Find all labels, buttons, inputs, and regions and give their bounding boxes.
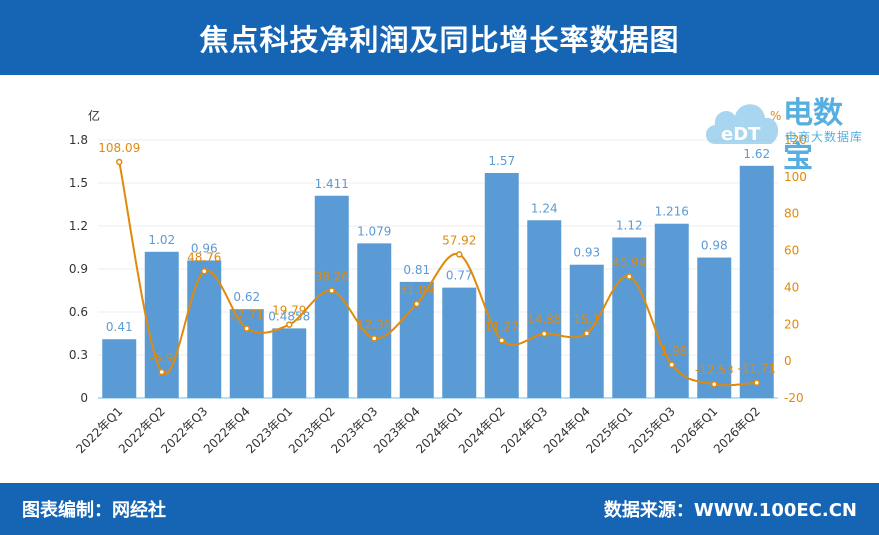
logo: eDT 电数宝 电商大数据库 — [701, 88, 871, 175]
bar — [739, 165, 774, 398]
y-right-tick-label: 0 — [784, 354, 792, 368]
line-value-label: 17.71 — [230, 308, 264, 322]
chart-area: 0 0.3 0.6 0.9 1.2 1.5 1.8 亿 -20 0 20 40 60 80 100 120% 0… — [0, 75, 879, 483]
bar-value-label: 0.77 — [446, 269, 473, 283]
y-left-tick-label: 0.3 — [69, 348, 88, 362]
bar — [357, 243, 392, 398]
y-left-tick-label: 1.2 — [69, 219, 88, 233]
line-point — [201, 268, 208, 275]
line-value-label: -5.9 — [150, 351, 173, 365]
line-point — [456, 251, 463, 258]
line-value-label: 48.76 — [187, 250, 221, 264]
bar — [272, 328, 307, 398]
bar — [102, 339, 137, 398]
y-right-tick-label: 100 — [784, 170, 807, 184]
bar-value-label: 0.98 — [701, 239, 728, 253]
line-point — [158, 368, 165, 376]
y-left-tick-label: 1.5 — [69, 176, 88, 190]
bar — [314, 195, 349, 398]
line-point — [371, 335, 378, 342]
bar — [187, 260, 222, 398]
line-point — [116, 158, 123, 166]
bar-value-label: 1.57 — [488, 154, 515, 168]
chart-title: 焦点科技净利润及同比增长率数据图 — [199, 22, 680, 57]
bar-value-label: 0.62 — [233, 290, 260, 304]
y-right-tick-label: 20 — [784, 317, 799, 331]
bar-value-label: 0.96 — [191, 241, 218, 255]
bar — [612, 237, 647, 398]
line-value-label: 15.1 — [573, 312, 600, 326]
line-point — [626, 273, 633, 280]
footer-bar: 图表编制：网经社 数据来源：WWW.100EC.CN — [0, 483, 879, 535]
line-point — [286, 321, 293, 328]
bar — [144, 251, 179, 398]
line-point — [668, 361, 675, 369]
bar-value-label: 1.12 — [616, 218, 643, 232]
y-right-tick-label: 60 — [784, 244, 799, 258]
bar-value-label: 0.93 — [573, 246, 600, 260]
growth-rate-line — [118, 161, 757, 387]
bar-value-label: 0.4858 — [268, 309, 310, 323]
y-left-tick-label: 0.6 — [69, 305, 88, 319]
line-point — [711, 380, 718, 388]
bar — [484, 172, 519, 398]
y-right-unit: % — [770, 109, 781, 123]
line-point — [583, 330, 590, 337]
line-value-label: 45.94 — [612, 255, 646, 269]
logo-sub-text: 电商大数据库 — [785, 130, 864, 144]
line-value-label: -11.71 — [737, 362, 776, 376]
footer-source: 数据来源：WWW.100EC.CN — [603, 500, 857, 521]
bar-value-label: 1.079 — [357, 224, 391, 238]
line-value-label: 12.36 — [357, 317, 391, 331]
logo-badge: eDT — [721, 124, 761, 145]
line-point — [753, 379, 760, 386]
bar-value-label: 1.02 — [148, 233, 175, 247]
y-left-unit: 亿 — [88, 108, 100, 123]
y-left-tick-label: 1.8 — [69, 133, 88, 147]
bar-value-label: 0.41 — [106, 320, 133, 334]
bar — [442, 287, 477, 398]
line-point — [498, 337, 505, 344]
bar — [697, 257, 732, 398]
y-right-tick-label: 40 — [784, 280, 799, 294]
line-point — [541, 330, 548, 337]
bar-value-label: 1.24 — [531, 201, 558, 215]
combo-chart: 0 0.3 0.6 0.9 1.2 1.5 1.8亿 -20 0 20 40 60 80 100 120% 0… — [69, 108, 807, 456]
bar — [654, 223, 689, 398]
line-value-label: 31.09 — [400, 283, 434, 297]
line-value-label: 108.09 — [98, 141, 140, 155]
y-left-tick-label: 0.9 — [69, 262, 88, 276]
bar — [229, 309, 264, 398]
x-tick-label: 2026年Q2 — [711, 404, 763, 456]
y-left-tick-label: 0 — [80, 391, 88, 405]
bar-value-label: 1.62 — [743, 147, 770, 161]
line-value-label: 11.27 — [485, 319, 519, 333]
bar — [527, 220, 562, 398]
header-bar: 焦点科技净利润及同比增长率数据图 — [0, 0, 879, 75]
line-point — [328, 287, 335, 294]
line-value-label: -1.98 — [656, 344, 687, 358]
line-point — [413, 300, 420, 308]
bar-value-label: 0.81 — [403, 263, 430, 277]
y-right-tick-label: -20 — [784, 391, 804, 405]
line-value-label: 57.92 — [442, 233, 476, 247]
line-value-label: 19.79 — [272, 304, 306, 318]
bar — [399, 281, 434, 398]
line-value-label: 14.88 — [527, 313, 561, 327]
line-value-label: -12.53 — [695, 363, 734, 377]
line-value-label: 38.26 — [315, 270, 349, 284]
y-right-tick-label: 80 — [784, 207, 799, 221]
footer-credit: 图表编制：网经社 — [22, 500, 166, 521]
logo-main-text: 电数宝 — [783, 96, 843, 175]
y-right-tick-label: 120 — [784, 133, 807, 147]
cloud-logo-icon: eDT — [706, 104, 779, 145]
bar-value-label: 1.411 — [315, 177, 349, 191]
line-point — [243, 325, 250, 332]
bar-value-label: 1.216 — [655, 205, 689, 219]
